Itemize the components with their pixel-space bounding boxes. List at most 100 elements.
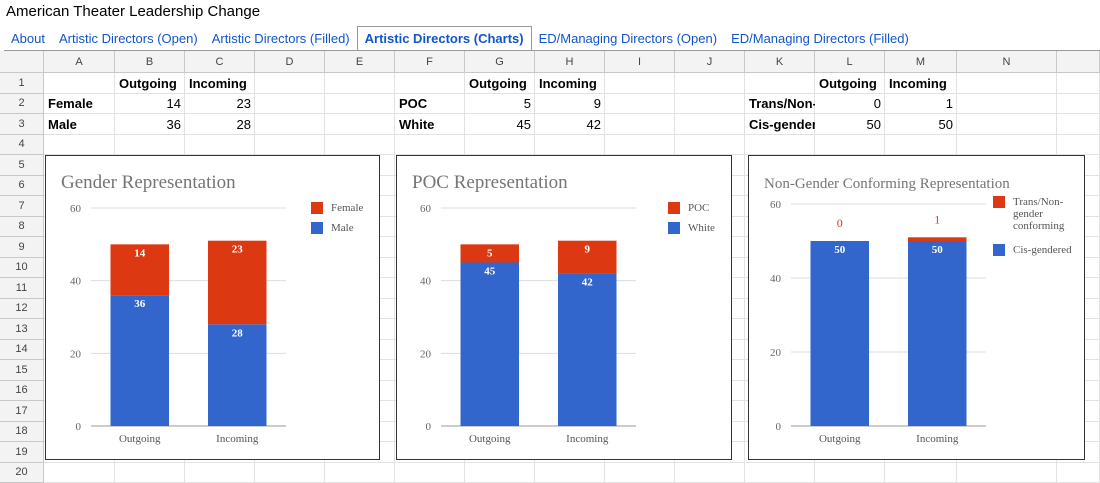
legend-item: Female [311, 202, 376, 214]
sheet-tab[interactable]: About [11, 31, 45, 46]
cell [745, 93, 815, 114]
legend-item: Cis-gendered [993, 244, 1078, 256]
x-tick-label: Outgoing [819, 433, 861, 445]
cell-value: Incoming [539, 75, 597, 91]
chart-canvas: Gender Representation 0 20 40 60 Outgoing 36 14… [61, 172, 286, 445]
row-header: 3 [0, 114, 44, 135]
cell [675, 93, 745, 114]
sheet-tab[interactable]: ED/Managing Directors (Filled) [731, 31, 909, 46]
legend-swatch [311, 202, 323, 214]
cell [885, 73, 957, 94]
cell [815, 134, 885, 155]
chart-title: Gender Representation [61, 172, 236, 193]
cell-value: Outgoing [819, 75, 877, 91]
cell [185, 462, 255, 483]
data-label: 14 [134, 247, 146, 259]
cell [255, 134, 325, 155]
cell [395, 93, 465, 114]
chart: POC Representation 0 20 40 60 Outgoing 45 5 Inco… [396, 155, 732, 460]
cell-value: 0 [873, 96, 881, 112]
legend-swatch [311, 222, 323, 234]
cell [185, 114, 255, 135]
sheet-tab[interactable]: Artistic Directors (Open) [58, 31, 198, 46]
cell [605, 73, 675, 94]
y-tick-label: 0 [776, 421, 782, 433]
legend-swatch [668, 202, 680, 214]
cell [745, 462, 815, 483]
row-header: 2 [0, 93, 44, 114]
legend-label: POC [688, 202, 710, 214]
cell [745, 73, 815, 94]
row-header: 15 [0, 360, 44, 381]
cell [115, 114, 185, 135]
data-label: 5 [487, 247, 493, 259]
y-tick-label: 40 [770, 273, 782, 285]
legend: Trans/Non-gender conforming Cis-gendered [993, 196, 1078, 268]
bar-segment [908, 241, 967, 426]
row-header: 17 [0, 401, 44, 422]
sheet-tab[interactable]: Artistic Directors (Charts) [356, 26, 532, 50]
cell-value: Female [48, 96, 93, 112]
cell [325, 93, 395, 114]
cell [185, 93, 255, 114]
row-header: 4 [0, 134, 44, 155]
document-title: American Theater Leadership Change [6, 3, 261, 20]
column-header: E [325, 51, 395, 73]
corner-cell [0, 51, 44, 73]
cell [675, 442, 745, 463]
cell [465, 93, 535, 114]
row-header: 6 [0, 175, 44, 196]
cell [115, 73, 185, 94]
bar-segment [908, 237, 967, 241]
data-label: 9 [585, 244, 591, 256]
cell [44, 462, 115, 483]
cell [745, 134, 815, 155]
chart-title: POC Representation [412, 172, 568, 193]
legend-swatch [668, 222, 680, 234]
cell-value: 5 [523, 96, 531, 112]
row-header: 9 [0, 237, 44, 258]
legend-label: Trans/Non-gender conforming [1013, 196, 1065, 232]
cell [465, 73, 535, 94]
cell [957, 73, 1057, 94]
cell [957, 93, 1057, 114]
column-header: F [395, 51, 465, 73]
cell-value: Male [48, 116, 77, 132]
y-tick-label: 60 [70, 203, 82, 215]
row-header: 10 [0, 257, 44, 278]
legend-item: POC [668, 202, 728, 214]
legend-swatch [993, 196, 1005, 208]
cell [957, 114, 1057, 135]
cell-value: 50 [938, 116, 953, 132]
cell [815, 93, 885, 114]
sheet-tab[interactable]: Artistic Directors (Filled) [211, 31, 350, 46]
bar-segment [558, 240, 617, 274]
row-header: 12 [0, 298, 44, 319]
chart: Gender Representation 0 20 40 60 Outgoing 36 14… [45, 155, 380, 460]
row-header: 18 [0, 421, 44, 442]
cell [1057, 114, 1100, 135]
column-header: N [957, 51, 1057, 73]
row-header: 20 [0, 462, 44, 483]
column-header: G [465, 51, 535, 73]
cell [885, 134, 957, 155]
row-header: 13 [0, 319, 44, 340]
chart-canvas: Non-Gender Conforming Representation 0 20 4… [764, 176, 1010, 445]
cell-value: 14 [166, 96, 181, 112]
cell-value: 9 [593, 96, 601, 112]
cell [395, 462, 465, 483]
cell-value: POC [399, 96, 428, 112]
column-header: C [185, 51, 255, 73]
cell [465, 462, 535, 483]
sheet-tab[interactable]: ED/Managing Directors (Open) [538, 31, 718, 46]
cell [535, 462, 605, 483]
y-tick-label: 0 [76, 421, 82, 433]
tab-bar: About Artistic Directors (Open) Artistic D… [4, 26, 1100, 51]
row-header: 8 [0, 216, 44, 237]
legend-item: Trans/Non-gender conforming [993, 196, 1078, 232]
cell [115, 93, 185, 114]
cell [605, 93, 675, 114]
y-tick-label: 0 [426, 421, 432, 433]
column-header: J [675, 51, 745, 73]
cell-value: Outgoing [469, 75, 527, 91]
